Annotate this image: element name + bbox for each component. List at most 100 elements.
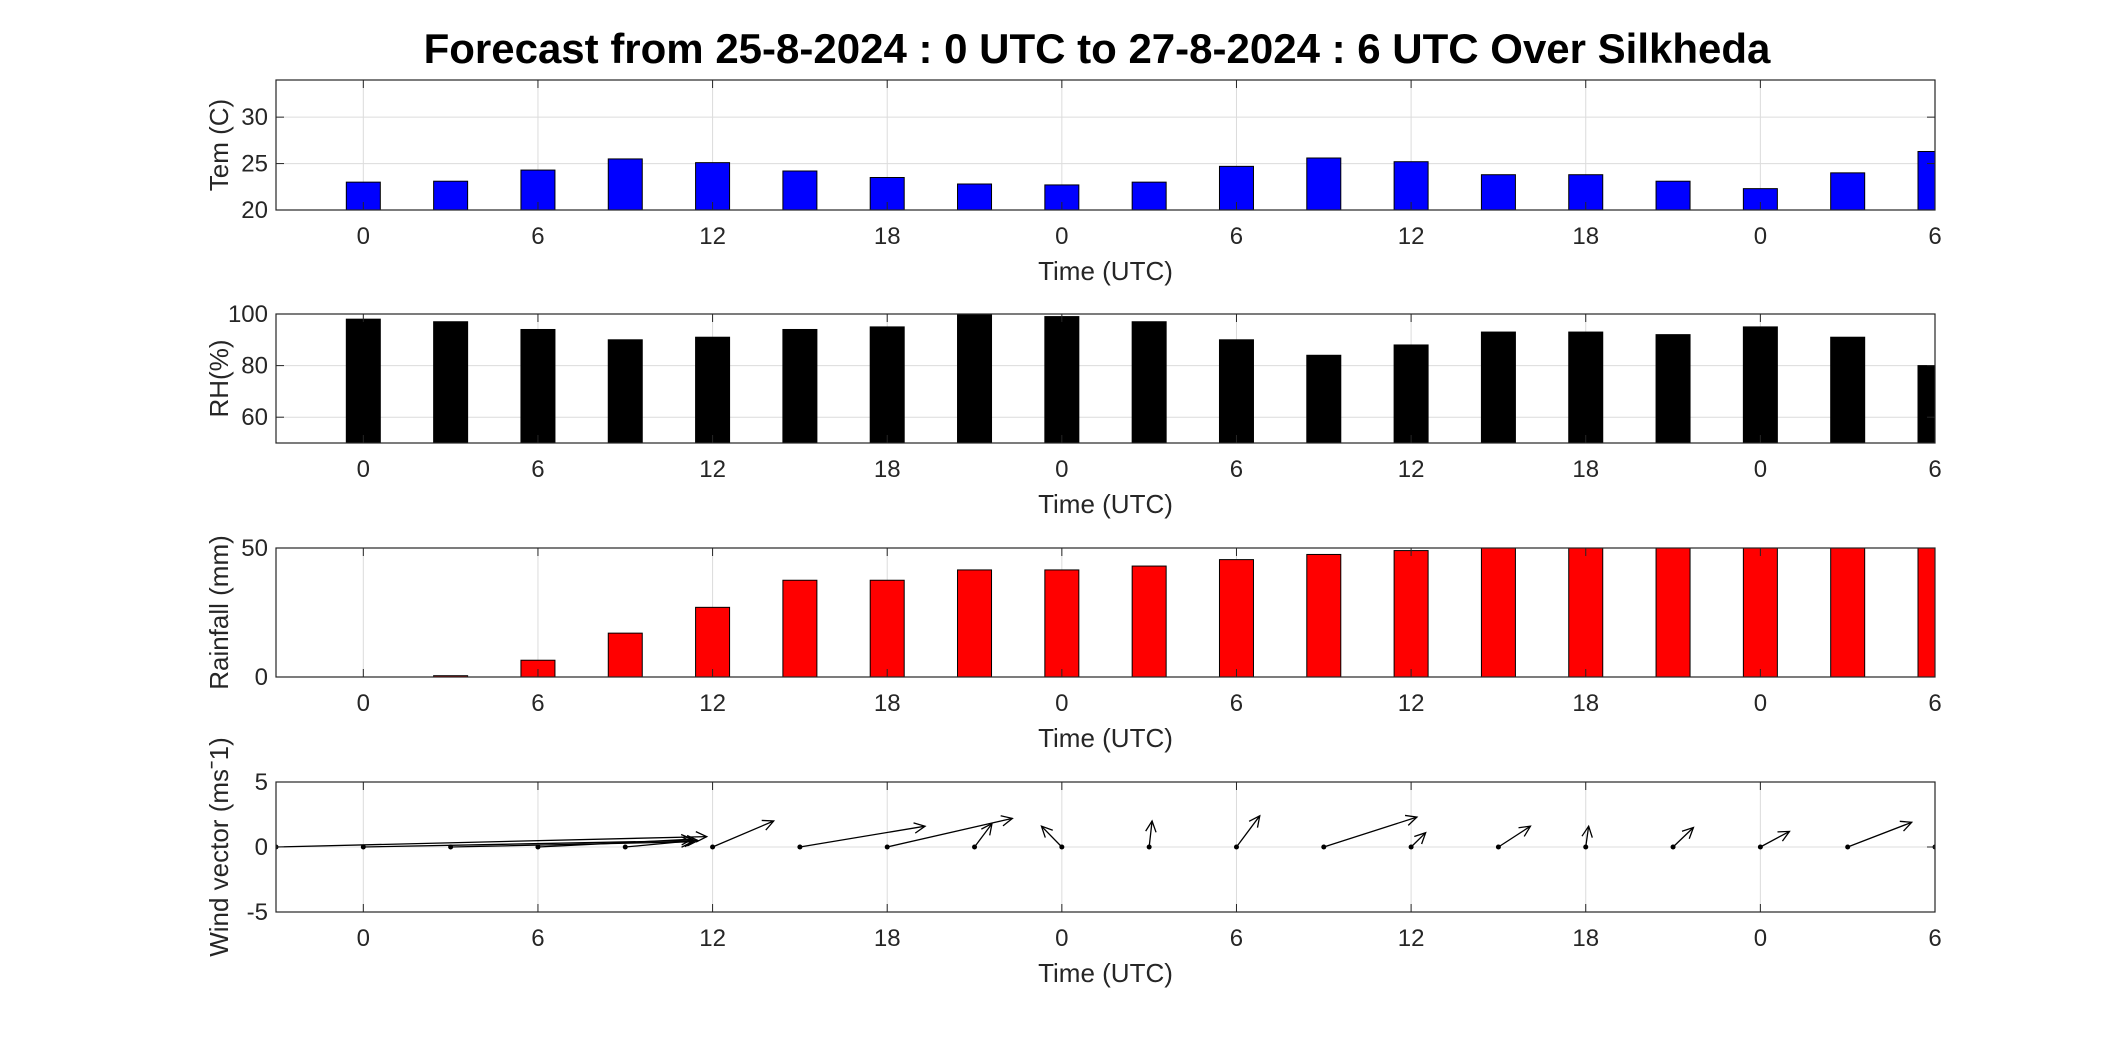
- x-axis-label: Time (UTC): [1038, 489, 1173, 519]
- y-tick-label: 20: [241, 197, 268, 224]
- wind-arrow-head: [1518, 825, 1532, 837]
- figure-title: Forecast from 25-8-2024 : 0 UTC to 27-8-…: [424, 25, 1771, 72]
- wind-arrow-head: [1404, 814, 1419, 826]
- bar: [1218, 339, 1254, 443]
- x-tick-label: 6: [531, 456, 544, 483]
- chart-panels: 0 6 12 18 0 6 12 18 0 6 20 25 30 Time (UTC) Tem (C) 0 6 1…: [204, 79, 1942, 988]
- bar: [1306, 354, 1342, 443]
- x-tick-label: 6: [1230, 925, 1243, 952]
- y-tick-label: 80: [241, 353, 268, 380]
- y-tick-label: 5: [255, 769, 268, 796]
- bar: [1655, 548, 1691, 677]
- panel-4: 0 6 12 18 0 6 12 18 0 6 -5 0 5 Time (UTC) Wind vector …: [204, 737, 1942, 988]
- bar: [1218, 559, 1254, 677]
- wind-arrow: [887, 817, 1013, 848]
- wind-arrow: [276, 835, 707, 848]
- x-tick-label: 6: [531, 223, 544, 250]
- wind-arrow: [1847, 821, 1912, 848]
- bar: [1830, 548, 1866, 677]
- bar: [1131, 565, 1167, 677]
- y-tick-label: 30: [241, 104, 268, 131]
- x-tick-label: 0: [1754, 223, 1767, 250]
- x-tick-label: 12: [1398, 690, 1425, 717]
- x-tick-label: 12: [1398, 223, 1425, 250]
- bar: [1393, 161, 1429, 210]
- x-tick-label: 18: [1572, 690, 1599, 717]
- wind-arrow-head: [1145, 819, 1157, 833]
- bar: [957, 569, 993, 677]
- x-tick-label: 0: [1754, 925, 1767, 952]
- y-tick-label: 60: [241, 404, 268, 431]
- wind-arrow: [799, 825, 926, 848]
- bar: [695, 336, 731, 443]
- plot-area: [276, 814, 1935, 850]
- x-axis-label: Time (UTC): [1038, 256, 1173, 286]
- bar: [869, 177, 905, 210]
- bar: [1044, 184, 1080, 210]
- axes-frame: [275, 547, 1936, 678]
- wind-arrow-head: [913, 822, 927, 834]
- bar: [1917, 151, 1935, 210]
- wind-arrow: [450, 841, 693, 848]
- x-tick-label: 18: [874, 690, 901, 717]
- x-tick-label: 18: [1572, 925, 1599, 952]
- x-tick-label: 12: [699, 456, 726, 483]
- x-tick-label: 6: [1230, 223, 1243, 250]
- x-tick-label: 18: [1572, 456, 1599, 483]
- y-tick-label: 0: [255, 664, 268, 691]
- x-axis-label: Time (UTC): [1038, 958, 1173, 988]
- x-tick-label: 6: [1928, 690, 1941, 717]
- wind-arrow: [1585, 826, 1590, 848]
- x-tick-label: 6: [1928, 456, 1941, 483]
- bar: [1480, 548, 1516, 677]
- bar: [1917, 548, 1935, 677]
- bar: [1568, 331, 1604, 443]
- bar: [1393, 344, 1429, 443]
- bar: [433, 180, 469, 210]
- x-tick-label: 12: [699, 925, 726, 952]
- x-tick-label: 0: [1055, 456, 1068, 483]
- bar: [1480, 331, 1516, 443]
- bar: [1480, 174, 1516, 210]
- x-tick-label: 6: [1928, 925, 1941, 952]
- x-tick-label: 18: [874, 456, 901, 483]
- wind-arrow-head: [1777, 830, 1791, 842]
- wind-arrow-head: [1248, 814, 1261, 828]
- x-tick-label: 6: [1928, 223, 1941, 250]
- x-tick-label: 6: [531, 690, 544, 717]
- bar: [607, 339, 643, 443]
- x-tick-label: 18: [1572, 223, 1599, 250]
- bar: [1655, 180, 1691, 210]
- x-axis-label: Time (UTC): [1038, 723, 1173, 753]
- panel-2: 0 6 12 18 0 6 12 18 0 6 60 80 100 Time (UTC) RH(%): [204, 301, 1942, 519]
- wind-arrow: [712, 820, 774, 848]
- wind-arrow-head: [761, 819, 776, 831]
- bar: [695, 606, 731, 677]
- x-tick-label: 0: [1754, 456, 1767, 483]
- bar: [782, 328, 818, 443]
- x-tick-label: 6: [1230, 690, 1243, 717]
- bar: [1044, 569, 1080, 677]
- wind-arrow: [625, 839, 696, 848]
- wind-arrow: [537, 838, 693, 848]
- x-tick-label: 0: [1055, 223, 1068, 250]
- x-tick-label: 0: [1055, 925, 1068, 952]
- bar: [1655, 334, 1691, 443]
- wind-arrow: [1235, 815, 1261, 848]
- bar: [782, 579, 818, 677]
- x-tick-label: 0: [357, 690, 370, 717]
- wind-arrow-head: [1000, 815, 1014, 827]
- wind-arrow: [1410, 832, 1427, 848]
- wind-arrow-head: [981, 822, 993, 836]
- wind-arrow: [974, 823, 993, 848]
- bar: [1568, 548, 1604, 677]
- plot-area: [433, 548, 1935, 677]
- wind-arrow: [1672, 827, 1694, 848]
- bar: [607, 632, 643, 677]
- bar: [433, 675, 469, 677]
- y-axis-label: Tem (C): [204, 99, 234, 191]
- bar: [1830, 172, 1866, 210]
- bar: [1830, 336, 1866, 443]
- bar: [1306, 553, 1342, 677]
